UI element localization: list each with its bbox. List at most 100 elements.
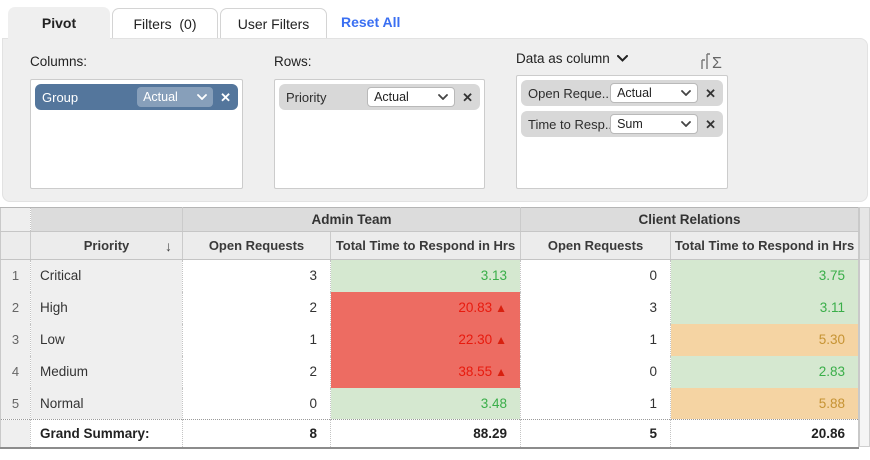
grand-summary-label: Grand Summary: xyxy=(30,419,183,448)
admin-total-time-header[interactable]: Total Time to Respond in Hrs xyxy=(329,231,521,260)
alert-up-icon: ▲ xyxy=(495,301,508,315)
row-number xyxy=(0,419,31,448)
columns-label: Columns: xyxy=(30,54,88,69)
group-header-row: Admin Team Client Relations xyxy=(0,207,859,232)
aggregation-value: Sum xyxy=(617,117,643,131)
alert-up-icon: ▲ xyxy=(495,365,508,379)
table-row: 4 Medium 2 38.55 ▲ 0 2.83 xyxy=(0,355,859,388)
client-open-cell: 3 xyxy=(520,291,671,324)
pivot-builder-panel: Columns: Rows: Data as column Σ Group Ac… xyxy=(2,38,868,202)
field-name: Time to Resp... xyxy=(528,116,611,132)
column-header-row: Priority ↓ Open Requests Total Time to R… xyxy=(0,231,859,260)
row-number: 2 xyxy=(0,291,31,324)
grand-client-time: 20.86 xyxy=(670,419,859,448)
corner-cell xyxy=(0,207,31,232)
priority-cell: Low xyxy=(30,323,183,356)
field-chip-time-to-respond[interactable]: Time to Resp... Sum ✕ xyxy=(521,111,723,137)
data-dropzone[interactable]: Open Reque... Actual ✕ Time to Resp... S… xyxy=(516,75,728,189)
client-total-time-header[interactable]: Total Time to Respond in Hrs xyxy=(670,231,859,260)
admin-time-cell: 3.13 xyxy=(329,259,521,292)
table-row: 1 Critical 3 3.13 0 3.75 xyxy=(0,259,859,292)
aggregation-select[interactable]: Actual xyxy=(137,87,214,107)
aggregation-value: Actual xyxy=(617,86,652,100)
priority-cell: Normal xyxy=(30,387,183,420)
group-header-admin-team: Admin Team xyxy=(181,207,521,232)
admin-open-cell: 2 xyxy=(182,291,331,324)
rows-label: Rows: xyxy=(274,54,312,69)
vertical-scrollbar[interactable] xyxy=(859,207,870,447)
priority-column-header[interactable]: Priority ↓ xyxy=(30,231,183,260)
chevron-down-icon xyxy=(197,94,207,100)
chevron-down-icon xyxy=(438,94,448,100)
table-row: 2 High 2 20.83 ▲ 3 3.11 xyxy=(0,291,859,324)
grand-admin-time: 88.29 xyxy=(329,419,521,448)
tab-pivot[interactable]: Pivot xyxy=(8,7,110,39)
grand-admin-open: 8 xyxy=(182,419,331,448)
client-open-cell: 0 xyxy=(520,355,671,388)
scrollbar-header-cap xyxy=(860,208,869,260)
cell-value: 20.83 xyxy=(458,300,493,315)
cell-value: 38.55 xyxy=(458,364,493,379)
chevron-down-icon xyxy=(681,121,691,127)
remove-field-icon[interactable]: ✕ xyxy=(220,89,231,105)
pivot-summary-icon[interactable]: Σ xyxy=(697,47,731,73)
admin-open-cell: 2 xyxy=(182,355,331,388)
grand-client-open: 5 xyxy=(520,419,671,448)
client-time-cell: 3.11 xyxy=(670,291,859,324)
data-as-column-dropdown[interactable]: Data as column xyxy=(516,51,628,66)
admin-open-requests-header[interactable]: Open Requests xyxy=(182,231,331,260)
row-number: 1 xyxy=(0,259,31,292)
aggregation-value: Actual xyxy=(374,90,409,104)
bar-chart-sigma-icon: Σ xyxy=(701,53,722,71)
data-as-column-label: Data as column xyxy=(516,51,610,66)
rows-dropzone[interactable]: Priority Actual ✕ xyxy=(274,79,485,189)
field-chip-open-requests[interactable]: Open Reque... Actual ✕ xyxy=(521,80,723,106)
field-chip-priority[interactable]: Priority Actual ✕ xyxy=(279,84,480,110)
admin-open-cell: 3 xyxy=(182,259,331,292)
table-row: 3 Low 1 22.30 ▲ 1 5.30 xyxy=(0,323,859,356)
priority-cell: High xyxy=(30,291,183,324)
field-name: Open Reque... xyxy=(528,85,611,101)
client-time-cell: 5.88 xyxy=(670,387,859,420)
aggregation-select[interactable]: Actual xyxy=(367,87,456,107)
chevron-down-icon xyxy=(616,55,628,62)
svg-text:Σ: Σ xyxy=(712,55,722,71)
table-row: 5 Normal 0 3.48 1 5.88 xyxy=(0,387,859,420)
priority-cell: Critical xyxy=(30,259,183,292)
reset-all-link[interactable]: Reset All xyxy=(341,14,401,30)
admin-time-cell: 20.83 ▲ xyxy=(329,291,521,324)
rownum-header xyxy=(0,231,31,260)
tab-filters[interactable]: Filters (0) xyxy=(112,8,218,38)
columns-dropzone[interactable]: Group Actual ✕ xyxy=(30,79,243,189)
client-open-requests-header[interactable]: Open Requests xyxy=(520,231,671,260)
row-number: 5 xyxy=(0,387,31,420)
client-time-cell: 2.83 xyxy=(670,355,859,388)
admin-time-cell: 22.30 ▲ xyxy=(329,323,521,356)
field-name: Group xyxy=(42,89,79,105)
admin-open-cell: 1 xyxy=(182,323,331,356)
group-header-client-relations: Client Relations xyxy=(520,207,859,232)
remove-field-icon[interactable]: ✕ xyxy=(705,116,716,132)
tab-bar: Pivot Filters (0) User Filters Reset All xyxy=(0,0,870,39)
pivot-table-zone: Admin Team Client Relations Priority ↓ O… xyxy=(0,207,870,449)
aggregation-select[interactable]: Sum xyxy=(610,114,699,134)
admin-time-cell: 3.48 xyxy=(329,387,521,420)
priority-header-label: Priority xyxy=(83,238,130,253)
sort-descending-icon[interactable]: ↓ xyxy=(165,237,172,254)
admin-open-cell: 0 xyxy=(182,387,331,420)
row-number: 3 xyxy=(0,323,31,356)
chevron-down-icon xyxy=(681,90,691,96)
field-chip-group[interactable]: Group Actual ✕ xyxy=(35,84,238,110)
priority-cell: Medium xyxy=(30,355,183,388)
aggregation-select[interactable]: Actual xyxy=(610,83,699,103)
client-time-cell: 5.30 xyxy=(670,323,859,356)
client-open-cell: 1 xyxy=(520,323,671,356)
alert-up-icon: ▲ xyxy=(495,333,508,347)
remove-field-icon[interactable]: ✕ xyxy=(705,85,716,101)
client-open-cell: 0 xyxy=(520,259,671,292)
admin-time-cell: 38.55 ▲ xyxy=(329,355,521,388)
field-name: Priority xyxy=(286,89,327,105)
grand-summary-row: Grand Summary: 8 88.29 5 20.86 xyxy=(0,419,859,448)
tab-user-filters[interactable]: User Filters xyxy=(220,8,327,38)
remove-field-icon[interactable]: ✕ xyxy=(462,89,473,105)
